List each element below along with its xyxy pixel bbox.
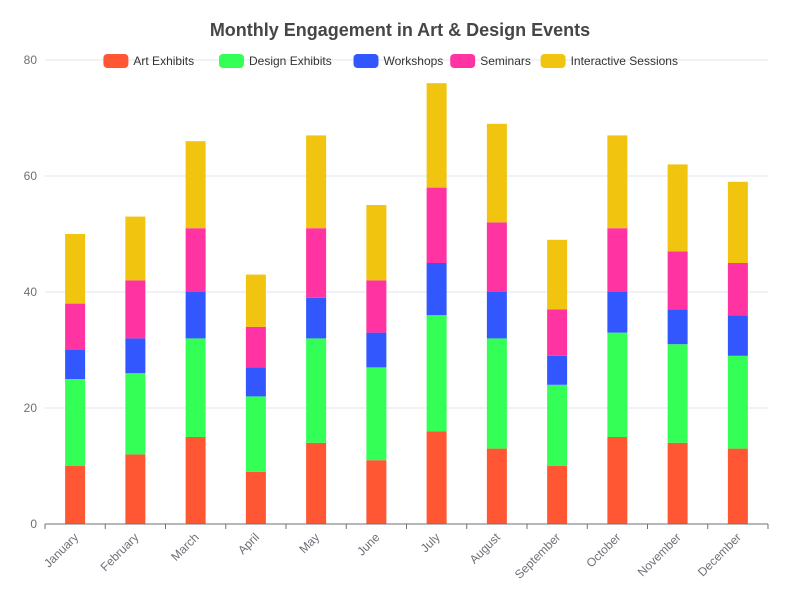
bar-segment[interactable] [486, 338, 507, 449]
bar-segment[interactable] [306, 135, 327, 229]
bar-segment[interactable] [426, 187, 447, 263]
bar-stacks [65, 83, 748, 524]
bar-segment[interactable] [366, 205, 387, 281]
legend-item[interactable]: Seminars [450, 54, 531, 68]
x-tick-label: March [168, 530, 201, 563]
legend-swatch [450, 54, 476, 68]
bar-segment[interactable] [366, 332, 387, 368]
legend-label: Interactive Sessions [571, 54, 678, 68]
bar-segment[interactable] [426, 431, 447, 524]
legend-swatch [540, 54, 566, 68]
legend: Art Exhibits Design Exhibits Workshops Semi… [103, 54, 678, 68]
bar-segment[interactable] [667, 164, 688, 252]
bar-segment[interactable] [607, 135, 628, 229]
grid-lines [45, 59, 768, 409]
bar-segment[interactable] [667, 309, 688, 345]
bar-segment[interactable] [65, 379, 86, 466]
x-tick-label: January [41, 530, 81, 570]
bar-segment[interactable] [426, 315, 447, 432]
x-tick-label: April [235, 530, 262, 557]
bar-segment[interactable] [185, 338, 206, 437]
bar-segment[interactable] [245, 396, 266, 472]
bar-segment[interactable] [185, 292, 206, 339]
x-tick-label: February [98, 530, 142, 574]
bar-segment[interactable] [547, 355, 568, 385]
bar-segment[interactable] [185, 228, 206, 292]
bar-segment[interactable] [607, 292, 628, 333]
bar-segment[interactable] [426, 83, 447, 188]
bar-segment[interactable] [366, 460, 387, 524]
bar-segment[interactable] [65, 350, 86, 379]
y-tick-label: 20 [24, 401, 38, 415]
bar-segment[interactable] [547, 466, 568, 524]
legend-item[interactable]: Interactive Sessions [540, 54, 678, 68]
bar-segment[interactable] [125, 454, 146, 524]
x-tick-label: July [418, 530, 443, 555]
bar-segment[interactable] [366, 367, 387, 461]
bar-segment[interactable] [125, 338, 146, 374]
legend-label: Design Exhibits [249, 54, 332, 68]
bar-segment[interactable] [65, 303, 86, 350]
legend-swatch [353, 54, 379, 68]
bar-segment[interactable] [65, 466, 86, 524]
bar-segment[interactable] [547, 384, 568, 466]
bar-segment[interactable] [667, 344, 688, 443]
bar-segment[interactable] [125, 373, 146, 455]
bar-segment[interactable] [727, 315, 748, 356]
bar-segment[interactable] [306, 228, 327, 298]
x-axis: January February March April May June July Augu… [41, 523, 769, 582]
bar-segment[interactable] [607, 437, 628, 524]
x-tick-label: November [635, 530, 684, 579]
legend-label: Art Exhibits [133, 54, 194, 68]
y-axis-ticks: 0 20 40 60 80 [24, 53, 38, 531]
bar-segment[interactable] [306, 442, 327, 524]
bar-segment[interactable] [366, 280, 387, 333]
bar-segment[interactable] [547, 309, 568, 356]
y-tick-label: 60 [24, 169, 38, 183]
legend-item[interactable]: Workshops [353, 54, 444, 68]
legend-item[interactable]: Design Exhibits [219, 54, 332, 68]
y-tick-label: 80 [24, 53, 38, 67]
bar-segment[interactable] [486, 222, 507, 292]
bar-segment[interactable] [486, 448, 507, 524]
bar-segment[interactable] [65, 234, 86, 304]
legend-label: Seminars [480, 54, 531, 68]
bar-segment[interactable] [185, 141, 206, 229]
legend-label: Workshops [384, 54, 444, 68]
bar-segment[interactable] [727, 181, 748, 263]
bar-segment[interactable] [667, 442, 688, 524]
bar-segment[interactable] [547, 239, 568, 310]
bar-segment[interactable] [667, 251, 688, 310]
bar-segment[interactable] [245, 471, 266, 524]
bar-segment[interactable] [486, 292, 507, 339]
x-tick-label: December [695, 530, 744, 579]
bar-segment[interactable] [426, 263, 447, 316]
bar-segment[interactable] [486, 123, 507, 223]
chart-title: Monthly Engagement in Art & Design Event… [209, 20, 591, 40]
bar-segment[interactable] [245, 274, 266, 327]
bar-segment[interactable] [607, 332, 628, 437]
bar-segment[interactable] [727, 263, 748, 316]
y-tick-label: 0 [30, 517, 37, 531]
x-tick-label: May [296, 530, 322, 556]
bar-segment[interactable] [245, 367, 266, 397]
bar-segment[interactable] [306, 338, 327, 443]
legend-item[interactable]: Art Exhibits [103, 54, 194, 68]
bar-segment[interactable] [245, 326, 266, 368]
legend-swatch [219, 54, 244, 68]
bar-segment[interactable] [727, 355, 748, 449]
y-tick-label: 40 [24, 285, 38, 299]
bar-segment[interactable] [125, 216, 146, 281]
x-tick-label: September [512, 530, 563, 581]
legend-swatch [103, 54, 129, 68]
x-tick-label: June [354, 530, 383, 559]
bar-segment[interactable] [727, 448, 748, 524]
bar-segment[interactable] [306, 297, 327, 339]
bar-segment[interactable] [125, 280, 146, 339]
bar-segment[interactable] [185, 437, 206, 524]
bar-segment[interactable] [607, 228, 628, 292]
x-tick-label: October [583, 530, 623, 570]
x-tick-label: August [467, 530, 504, 567]
